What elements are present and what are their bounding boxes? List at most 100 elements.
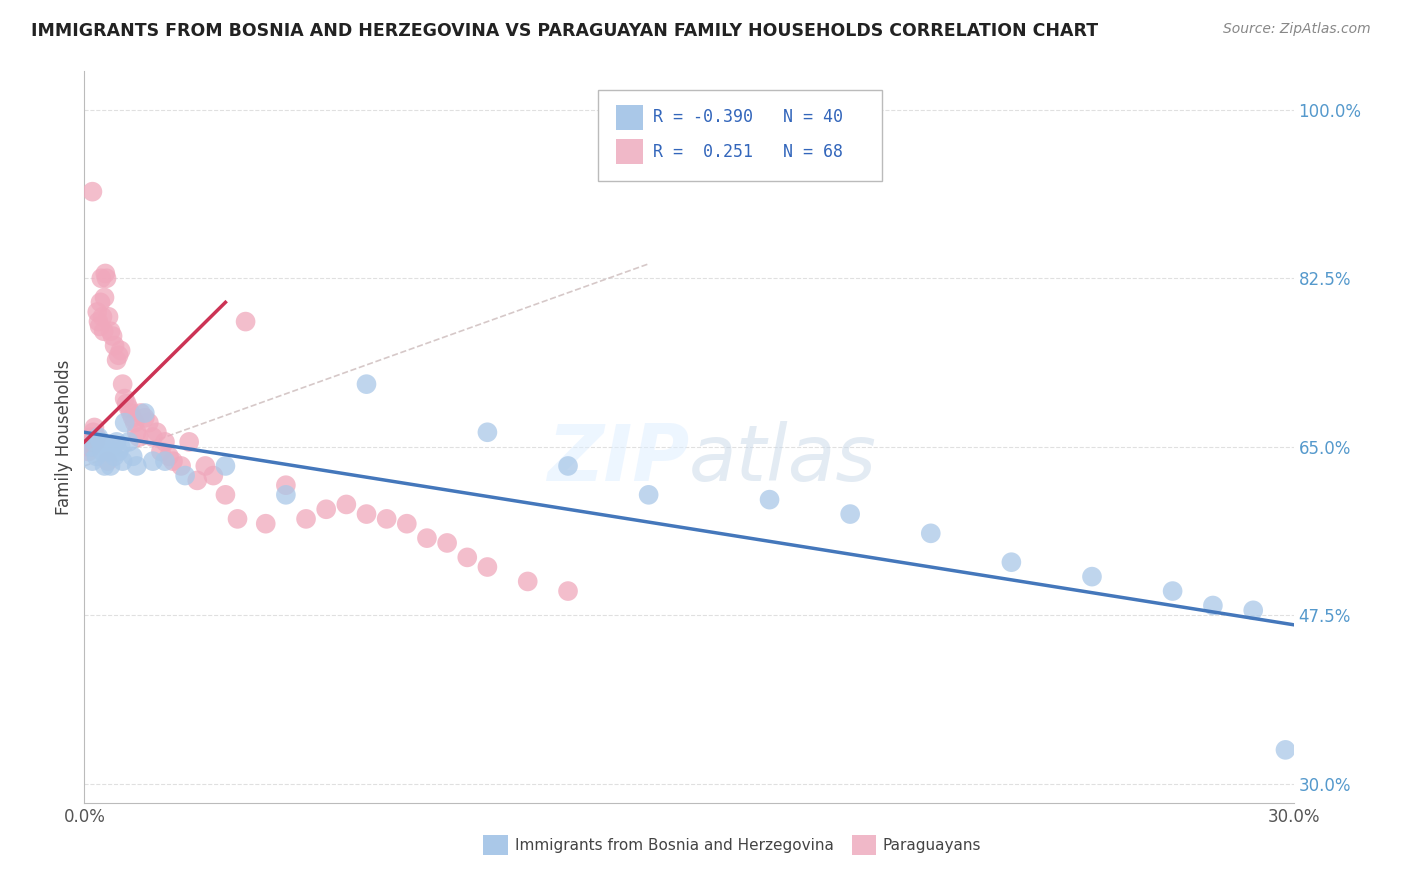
Text: Source: ZipAtlas.com: Source: ZipAtlas.com [1223, 22, 1371, 37]
Point [134, 406, 156, 420]
Point [79, 430, 101, 444]
Point [91, 310, 114, 324]
Point [110, 440, 132, 454]
Point [83, 420, 105, 434]
Point [121, 410, 143, 425]
Point [170, 458, 193, 473]
Point [1161, 584, 1184, 599]
Point [82, 185, 104, 199]
Point [1202, 599, 1225, 613]
Point [214, 488, 236, 502]
Point [125, 425, 148, 440]
Point [107, 348, 129, 362]
Point [375, 512, 398, 526]
Point [214, 458, 236, 473]
Point [335, 498, 357, 512]
Point [83, 434, 105, 449]
Point [82, 425, 104, 440]
Bar [484, 835, 508, 855]
Text: ZIP: ZIP [547, 421, 689, 497]
Point [111, 454, 134, 468]
Point [758, 492, 780, 507]
Point [186, 474, 208, 488]
Point [142, 454, 165, 468]
Point [87, 315, 110, 329]
Point [100, 324, 122, 338]
Point [82, 454, 104, 468]
Point [101, 440, 124, 454]
Point [129, 406, 152, 420]
Text: atlas: atlas [689, 421, 877, 497]
Point [162, 454, 184, 468]
Point [104, 339, 127, 353]
Point [416, 531, 439, 545]
Point [105, 353, 128, 368]
Point [93, 458, 115, 473]
Point [86, 450, 108, 464]
Point [87, 430, 110, 444]
Point [91, 444, 114, 458]
Point [89, 295, 111, 310]
Point [395, 516, 418, 531]
Point [477, 560, 499, 574]
Point [436, 536, 458, 550]
Point [516, 574, 538, 589]
Point [105, 434, 128, 449]
Point [557, 458, 579, 473]
Point [1000, 555, 1022, 569]
Point [96, 271, 118, 285]
Point [75, 440, 97, 454]
Point [295, 512, 318, 526]
Point [315, 502, 337, 516]
Bar [616, 105, 643, 130]
Text: R =  0.251   N = 68: R = 0.251 N = 68 [652, 143, 842, 161]
Point [920, 526, 942, 541]
Point [202, 468, 225, 483]
Point [477, 425, 499, 440]
Point [142, 430, 165, 444]
Point [114, 416, 136, 430]
Text: Immigrants from Bosnia and Herzegovina: Immigrants from Bosnia and Herzegovina [515, 838, 834, 853]
Bar [616, 139, 643, 164]
Point [97, 454, 120, 468]
Point [86, 305, 108, 319]
Point [114, 392, 136, 406]
Point [111, 377, 134, 392]
Point [125, 458, 148, 473]
Point [96, 440, 118, 454]
Point [179, 434, 201, 449]
Point [134, 410, 156, 425]
Point [110, 343, 132, 358]
Point [456, 550, 478, 565]
Point [97, 310, 120, 324]
Point [86, 430, 108, 444]
Point [101, 329, 124, 343]
Point [79, 440, 101, 454]
Point [153, 434, 176, 449]
Point [118, 434, 141, 449]
Point [120, 406, 142, 420]
Point [149, 444, 172, 458]
Point [194, 458, 217, 473]
Point [557, 584, 579, 599]
Point [94, 267, 117, 281]
Point [77, 444, 100, 458]
Point [356, 507, 378, 521]
Point [226, 512, 249, 526]
Point [121, 450, 143, 464]
Point [274, 488, 297, 502]
Point [254, 516, 277, 531]
FancyBboxPatch shape [599, 90, 883, 181]
Point [100, 458, 122, 473]
Point [89, 319, 111, 334]
Point [153, 454, 176, 468]
Point [128, 430, 150, 444]
Bar [852, 835, 876, 855]
Point [1241, 603, 1264, 617]
Point [90, 271, 112, 285]
Point [356, 377, 378, 392]
Point [174, 468, 197, 483]
Point [274, 478, 297, 492]
Point [80, 440, 103, 454]
Point [138, 416, 160, 430]
